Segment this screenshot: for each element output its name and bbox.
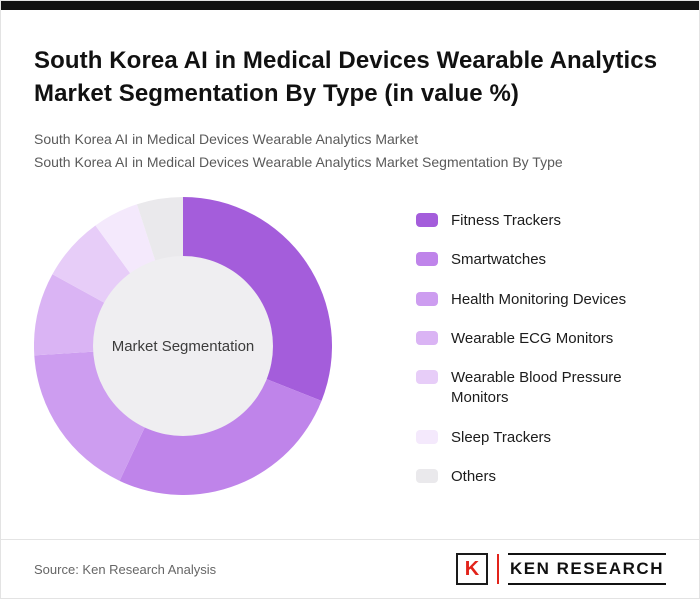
- legend-label: Wearable ECG Monitors: [451, 329, 614, 347]
- legend-swatch: [416, 370, 438, 384]
- legend-item: Smartwatches: [416, 250, 661, 270]
- logo-divider: [496, 554, 499, 584]
- subtitle-line-1: South Korea AI in Medical Devices Wearab…: [34, 131, 419, 148]
- legend-swatch: [416, 252, 438, 267]
- legend-label: Others: [451, 467, 497, 485]
- subtitle-line-2: South Korea AI in Medical Devices Wearab…: [34, 153, 563, 170]
- legend-label: Smartwatches: [451, 251, 547, 269]
- legend-item: Fitness Trackers: [416, 211, 661, 231]
- legend-swatch: [416, 213, 438, 227]
- logo-wordmark: KEN RESEARCH: [507, 553, 666, 585]
- subtitle-block: South Korea AI in Medical Devices Wearab…: [34, 128, 666, 173]
- legend-item: Sleep Trackers: [416, 428, 661, 448]
- legend-item: Others: [416, 467, 661, 487]
- top-accent-bar: [1, 1, 699, 10]
- ken-research-logo: K KEN RESEARCH: [455, 553, 666, 585]
- page-title: South Korea AI in Medical Devices Wearab…: [34, 47, 658, 108]
- chart-row: Market Segmentation Fitness Trackers Smar…: [34, 197, 666, 506]
- legend: Fitness Trackers Smartwatches Health Monit…: [416, 211, 661, 506]
- content-area: South Korea AI in Medical Devices Wearab…: [1, 44, 699, 506]
- donut-center: [93, 256, 273, 436]
- legend-item: Wearable Blood Pressure Monitors: [416, 368, 661, 409]
- legend-swatch: [416, 330, 438, 345]
- donut-chart: Market Segmentation: [34, 197, 332, 495]
- footer: Source: Ken Research Analysis K KEN RESE…: [1, 539, 699, 598]
- source-text: Source: Ken Research Analysis: [34, 561, 217, 577]
- legend-item: Wearable ECG Monitors: [416, 329, 661, 349]
- legend-swatch: [416, 291, 438, 306]
- legend-swatch: [416, 468, 438, 483]
- legend-label: Wearable Blood Pressure Monitors: [451, 369, 622, 407]
- legend-label: Fitness Trackers: [451, 212, 562, 229]
- legend-swatch: [416, 429, 438, 444]
- legend-label: Health Monitoring Devices: [451, 290, 627, 308]
- legend-label: Sleep Trackers: [451, 428, 552, 446]
- logo-k-emblem-icon: K: [455, 553, 488, 585]
- donut-svg: [34, 197, 332, 495]
- legend-item: Health Monitoring Devices: [416, 290, 661, 310]
